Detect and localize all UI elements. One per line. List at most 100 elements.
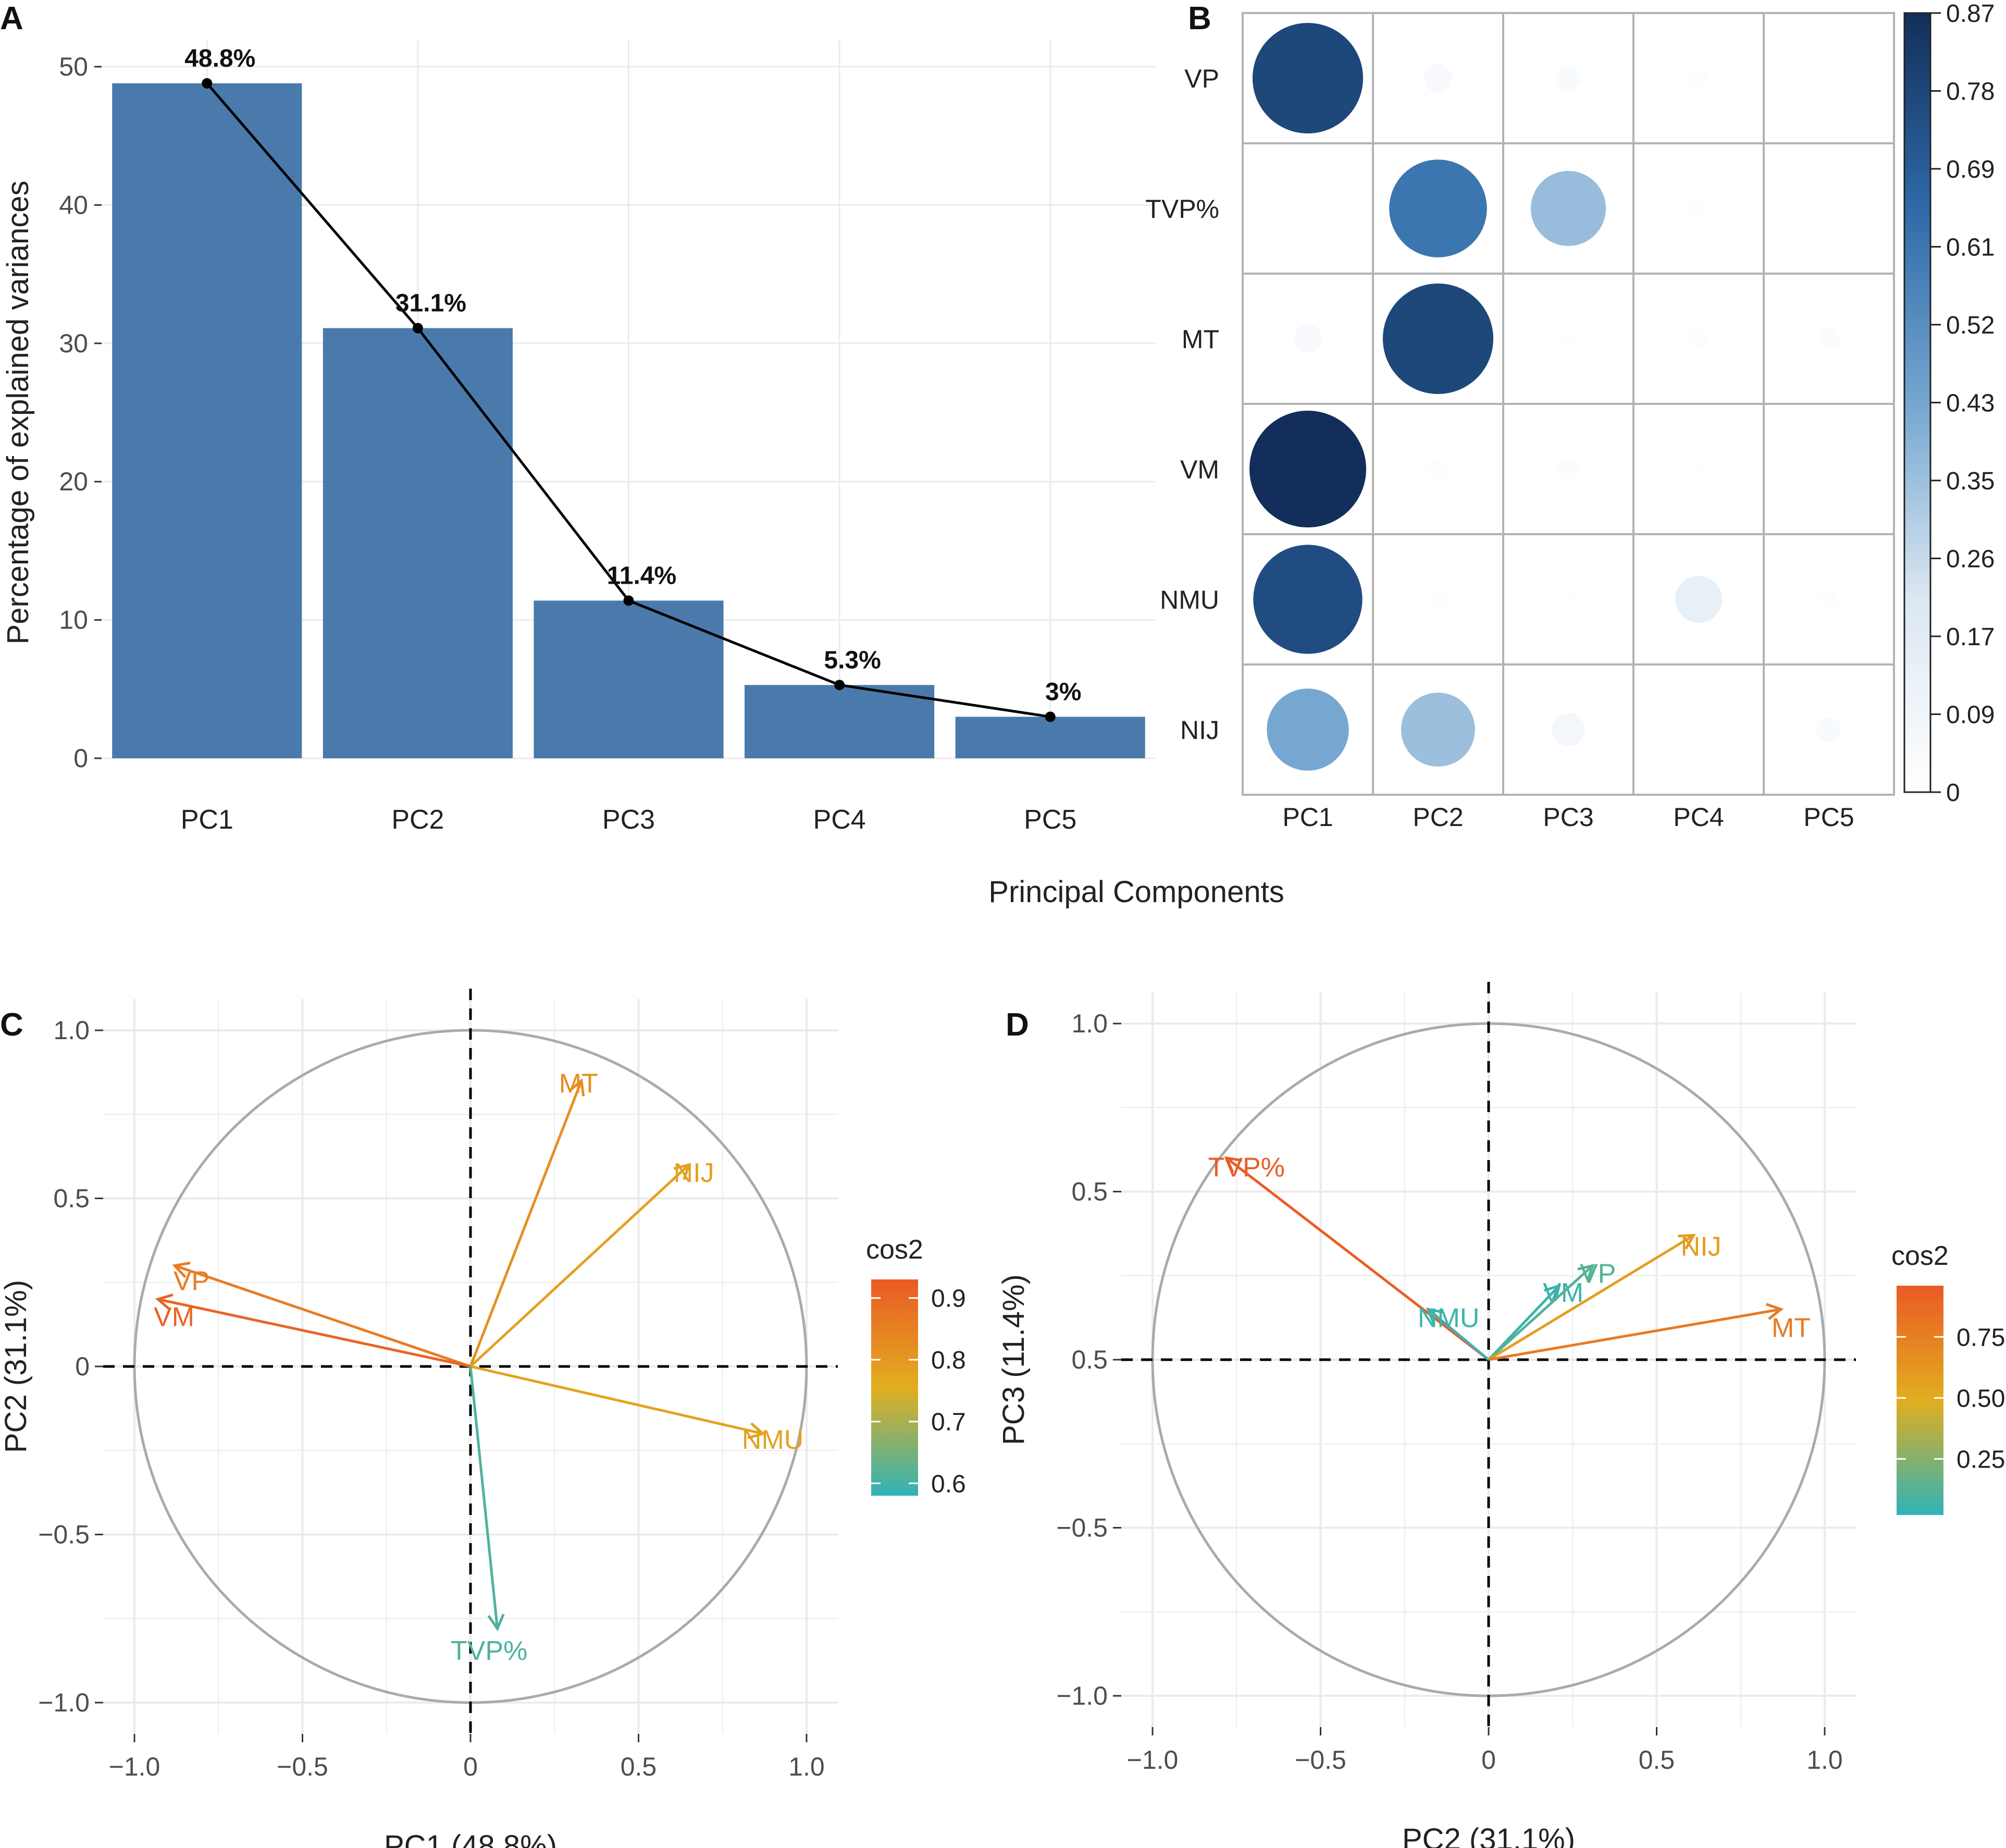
panel-d-pc2-pc3-circle: DTVP%NMUVMVPNIJMT−1.0−1.0−0.5−0.500.50.5… xyxy=(997,982,2005,1848)
arrowhead-mt xyxy=(1765,1303,1784,1320)
arrowhead-nmu xyxy=(1426,1307,1444,1325)
heatmap-cell-tvppct-pc3 xyxy=(1530,170,1606,247)
colorbar-tick-label: 0.61 xyxy=(1946,234,1995,262)
col-label-pc4: PC4 xyxy=(1673,803,1724,832)
row-label-vp: VP xyxy=(1184,64,1219,93)
vector-label-nij: NIJ xyxy=(674,1158,714,1188)
vector-label-mt: MT xyxy=(1772,1313,1811,1343)
scree-point-pc5 xyxy=(1045,711,1056,722)
row-label-nij: NIJ xyxy=(1180,716,1219,745)
arrowhead-tvppct xyxy=(1224,1156,1242,1173)
scree-point-pc1 xyxy=(202,78,213,89)
panel-letter: A xyxy=(0,1,23,36)
bar-pc2 xyxy=(323,328,513,758)
vector-label-tvppct: TVP% xyxy=(451,1636,527,1666)
row-label-mt: MT xyxy=(1182,325,1219,354)
y-axis-label: PC3 (11.4%) xyxy=(997,1274,1031,1445)
vector-nmu xyxy=(1427,1308,1490,1361)
colorbar-tick-label: 0 xyxy=(1946,779,1960,807)
bar-pc5 xyxy=(955,717,1145,758)
vector-tvppct xyxy=(1225,1157,1490,1361)
cos2-colorbar xyxy=(1897,1286,1943,1515)
heatmap-cell-nij-pc5 xyxy=(1816,717,1842,743)
vector-vp xyxy=(1488,1264,1594,1361)
y-tick-label: 0 xyxy=(73,744,88,773)
arrowhead-vp xyxy=(1577,1263,1595,1281)
bar-pc4 xyxy=(745,685,935,758)
vector-label-tvppct: TVP% xyxy=(1208,1153,1285,1183)
x-tick-label: 0.5 xyxy=(621,1752,657,1781)
colorbar-tick-label: 0.43 xyxy=(1946,390,1995,417)
legend-tick-label: 0.75 xyxy=(1957,1324,2005,1351)
arrowhead-nij xyxy=(673,1163,691,1180)
heatmap-cell-vm-pc4 xyxy=(1692,462,1705,476)
colorbar-tick-label: 0.35 xyxy=(1946,467,1995,495)
data-label-pc2: 31.1% xyxy=(395,290,466,317)
col-label-pc5: PC5 xyxy=(1803,803,1854,832)
heatmap-cell-tvppct-pc2 xyxy=(1389,159,1487,257)
vector-vp xyxy=(174,1264,471,1368)
row-label-vm: VM xyxy=(1180,455,1219,484)
x-tick-label-pc1: PC1 xyxy=(181,805,233,835)
panel-c-pc1-pc2-circle: C MT NIJ VP VM NMU TVP% −1.0 −1.0 −0.5 −0.5 0 0 0.5 0.… xyxy=(0,989,966,1848)
heatmap-cell-mt-pc1 xyxy=(1294,325,1322,353)
x-tick-label: 1.0 xyxy=(788,1752,825,1781)
legend-tick-label: 0.50 xyxy=(1957,1385,2005,1412)
y-tick-label: 0 xyxy=(75,1352,90,1381)
y-tick-label: 30 xyxy=(59,329,88,358)
y-tick-label: −0.5 xyxy=(38,1520,90,1549)
heatmap-cell-tvppct-pc4 xyxy=(1690,200,1707,217)
legend-title: cos2 xyxy=(866,1235,923,1265)
x-tick-label: −0.5 xyxy=(1295,1745,1346,1775)
heatmap-cell-mt-pc4 xyxy=(1690,330,1707,348)
arrowhead-nij xyxy=(1678,1234,1696,1250)
scree-point-pc2 xyxy=(412,323,423,334)
panel-b-contribution-heatmap: B VP TVP% MT VM NMU NIJ PC1 PC2 PC3 PC4 PC5 0 0.09 0.1… xyxy=(1145,0,1995,832)
heatmap-cell-nmu-pc3 xyxy=(1562,593,1575,606)
vector-nij xyxy=(469,1164,690,1367)
data-label-pc4: 5.3% xyxy=(824,646,881,674)
y-tick-label: 40 xyxy=(59,190,88,219)
bar-pc1 xyxy=(112,83,302,758)
y-tick-label: −1.0 xyxy=(38,1688,90,1717)
panel-a-scree-plot: A 48.8% 31.1% 11.4% 5.3% 3% 0 10 20 30 40 50 PC1 PC2 P… xyxy=(0,1,1156,835)
heatmap-cell-nij-pc3 xyxy=(1552,713,1585,746)
colorbar-tick-label: 0.52 xyxy=(1946,312,1995,339)
y-tick-label: 20 xyxy=(59,467,88,496)
vector-label-vp: VP xyxy=(174,1266,209,1297)
vector-label-mt: MT xyxy=(559,1068,598,1099)
heatmap-cell-vp-pc1 xyxy=(1252,22,1364,134)
vector-nij xyxy=(1488,1234,1694,1361)
heatmap-cell-vm-pc1 xyxy=(1249,411,1366,527)
x-tick-label-pc3: PC3 xyxy=(602,805,655,835)
data-label-pc5: 3% xyxy=(1045,678,1081,706)
y-tick-label: 1.0 xyxy=(1071,1009,1108,1038)
x-tick-label: −1.0 xyxy=(1127,1745,1179,1775)
heatmap-cell-vm-pc2 xyxy=(1429,460,1447,478)
y-tick-label: 0.5 xyxy=(53,1184,90,1213)
colorbar-tick-label: 0.09 xyxy=(1946,701,1995,729)
x-tick-label-pc2: PC2 xyxy=(391,805,444,835)
legend-tick-label: 0.25 xyxy=(1957,1446,2005,1473)
vector-nmu xyxy=(470,1365,763,1435)
x-axis-label: PC1 (48.8%) xyxy=(384,1829,557,1848)
x-tick-label-pc5: PC5 xyxy=(1024,805,1076,835)
vector-tvppct xyxy=(469,1366,499,1629)
heatmap-cell-mt-pc3 xyxy=(1562,332,1575,346)
heatmap-cell-vp-pc2 xyxy=(1424,64,1452,92)
data-label-pc3: 11.4% xyxy=(607,562,676,589)
x-tick-label-pc4: PC4 xyxy=(813,805,866,835)
y-tick-label: 0.5 xyxy=(1071,1345,1108,1374)
colorbar-tick-label: 0.78 xyxy=(1946,78,1995,106)
shared-x-axis-label: Principal Components xyxy=(988,875,1284,909)
x-tick-label: 0 xyxy=(463,1752,478,1781)
colorbar-tick-label: 0.17 xyxy=(1946,623,1995,651)
colorbar-tick-label: 0.87 xyxy=(1946,0,1995,28)
vector-label-nmu: NMU xyxy=(1418,1303,1479,1334)
heatmap-cell-vp-pc3 xyxy=(1555,65,1581,91)
row-label-nmu: NMU xyxy=(1160,585,1219,614)
colorbar-tick-label: 0.69 xyxy=(1946,156,1995,183)
colorbar-tick-label: 0.26 xyxy=(1946,546,1995,573)
panel-letter: D xyxy=(1006,1007,1029,1043)
y-tick-label: 10 xyxy=(59,606,88,635)
